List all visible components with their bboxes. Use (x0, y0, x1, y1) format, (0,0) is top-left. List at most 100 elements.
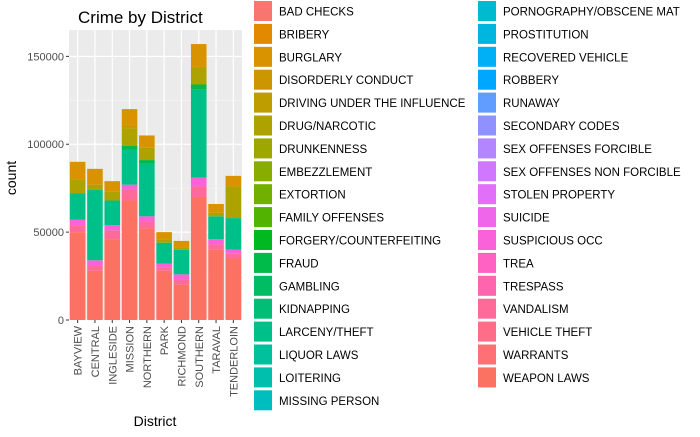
legend-key-swatch (254, 46, 272, 67)
legend-key-swatch (478, 161, 496, 182)
legend-key-swatch (254, 115, 272, 136)
bar-segment (190, 44, 207, 67)
bar-segment (69, 219, 86, 226)
chart-title: Crime by District (78, 8, 203, 27)
legend-key-swatch (254, 138, 272, 159)
bar-segment (104, 230, 121, 240)
bar-segment (173, 284, 190, 320)
bar-segment (87, 184, 103, 190)
legend-item: GAMBLING (254, 275, 340, 296)
bar-segment (139, 163, 155, 217)
bar-segment (190, 66, 207, 85)
x-axis: BAYVIEW CENTRAL INGLESIDE MISSION NORTHERN PA… (73, 320, 240, 397)
legend-label: FAMILY OFFENSES (279, 213, 384, 225)
bar-segment (139, 228, 155, 320)
x-tick-label: SOUTHERN (194, 326, 206, 388)
bar-segment (139, 135, 155, 148)
legend-item: KIDNAPPING (254, 298, 350, 319)
legend-key-swatch (478, 321, 496, 342)
legend-label: PORNOGRAPHY/OBSCENE MAT (503, 7, 680, 19)
legend-key-swatch (254, 69, 272, 90)
legend-key-swatch (478, 69, 496, 90)
legend-key-swatch (478, 138, 496, 159)
x-tick-label: RICHMOND (176, 326, 188, 387)
legend-item: MISSING PERSON (254, 390, 379, 411)
legend-key-swatch (478, 275, 496, 296)
bar-segment (69, 232, 86, 320)
legend-label: GAMBLING (279, 281, 340, 293)
legend-label: SEX OFFENSES NON FORCIBLE (503, 167, 681, 179)
y-tick-label: 150000 (27, 51, 64, 63)
bar-segment (139, 147, 155, 161)
x-tick-label: NORTHERN (142, 326, 154, 388)
bar-segment (208, 204, 224, 213)
legend-item: FAMILY OFFENSES (254, 207, 384, 228)
bar-segment (121, 200, 138, 320)
legend-label: WEAPON LAWS (503, 373, 590, 385)
bar-segment (121, 128, 138, 146)
legend-key-swatch (478, 344, 496, 365)
bar-segment (139, 221, 155, 229)
bar-segment (190, 84, 207, 90)
legend-label: BAD CHECKS (279, 7, 354, 19)
bar-segment (156, 239, 172, 243)
y-tick-label: 100000 (27, 139, 64, 151)
legend-key-swatch (478, 230, 496, 250)
legend-item: TRESPASS (478, 275, 564, 296)
legend-key-swatch (254, 230, 272, 250)
legend-label: SEX OFFENSES FORCIBLE (503, 144, 652, 156)
x-tick-label: INGLESIDE (107, 326, 119, 385)
legend-label: LOITERING (279, 373, 341, 385)
legend-item: TREA (478, 252, 534, 273)
bar-segment (190, 177, 207, 187)
x-tick-label: CENTRAL (90, 326, 102, 377)
bar-segment (208, 249, 224, 320)
bar-segment (87, 260, 103, 266)
legend: BAD CHECKS BRIBERY BURGLARY DISORDERLY COND… (254, 1, 681, 411)
legend-key-swatch (254, 390, 272, 411)
bar-segment (208, 244, 224, 250)
legend-key-swatch (254, 275, 272, 296)
bar-segment (225, 218, 242, 250)
legend-item: VANDALISM (478, 298, 569, 319)
x-tick-label: TENDERLOIN (228, 326, 240, 397)
legend-key-swatch (254, 207, 272, 228)
legend-item: SECONDARY CODES (478, 115, 620, 136)
y-tick-label: 50000 (33, 227, 64, 239)
bar-segment (104, 181, 121, 192)
bar-segment (173, 247, 190, 250)
legend-key-swatch (478, 298, 496, 319)
legend-item: LARCENY/THEFT (254, 321, 374, 342)
legend-label: PROSTITUTION (503, 29, 589, 41)
legend-item: DRUG/NARCOTIC (254, 115, 376, 136)
legend-label: DRIVING UNDER THE INFLUENCE (279, 98, 466, 110)
legend-item: BURGLARY (254, 46, 342, 67)
bar-segment (69, 179, 86, 194)
legend-item: PORNOGRAPHY/OBSCENE MAT (478, 1, 680, 21)
bar-segment (87, 270, 103, 320)
bar-segment (225, 249, 242, 254)
bar-segment (156, 263, 172, 268)
bar-segment (208, 239, 224, 245)
bar-segment (104, 239, 121, 320)
x-tick-label: TARAVAL (211, 326, 223, 374)
legend-key-swatch (478, 367, 496, 388)
bar-segment (69, 225, 86, 233)
legend-key-swatch (254, 23, 272, 44)
bar-segment (69, 161, 86, 180)
legend-item: VEHICLE THEFT (478, 321, 592, 342)
legend-label: LARCENY/THEFT (279, 327, 374, 339)
bar-segment (139, 216, 155, 222)
bar-segment (173, 274, 190, 280)
bar-segment (87, 168, 103, 185)
legend-item: WEAPON LAWS (478, 367, 590, 388)
bar-segment (173, 249, 190, 275)
legend-key-swatch (254, 344, 272, 365)
x-tick-label: MISSION (125, 326, 137, 373)
bar-stacks (69, 44, 242, 320)
legend-item: SUSPICIOUS OCC (478, 230, 603, 250)
legend-label: STOLEN PROPERTY (503, 190, 615, 202)
legend-key-swatch (478, 23, 496, 44)
legend-item: EMBEZZLEMENT (254, 161, 372, 182)
